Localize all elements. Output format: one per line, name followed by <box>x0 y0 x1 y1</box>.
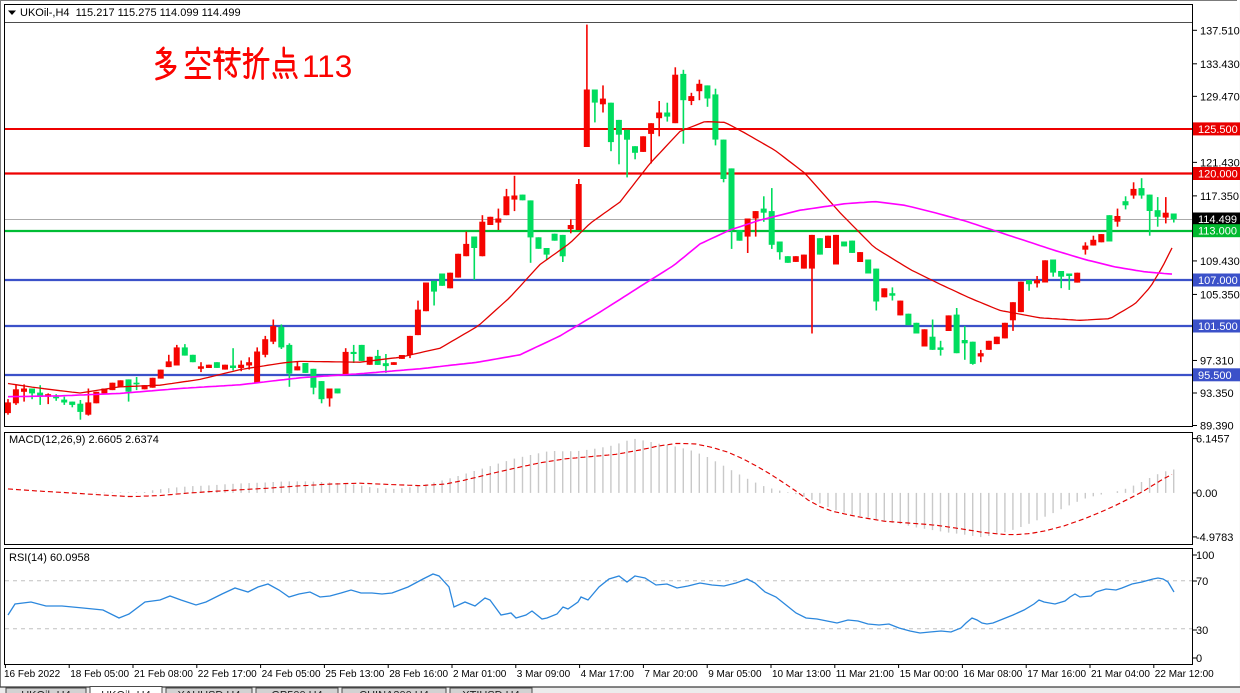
svg-text:25 Feb 13:00: 25 Feb 13:00 <box>325 669 384 680</box>
svg-text:89.390: 89.390 <box>1200 421 1234 433</box>
svg-text:17 Mar 16:00: 17 Mar 16:00 <box>1027 669 1086 680</box>
svg-text:9 Mar 05:00: 9 Mar 05:00 <box>708 669 762 680</box>
svg-text:24 Feb 05:00: 24 Feb 05:00 <box>262 669 321 680</box>
svg-text:137.510: 137.510 <box>1200 25 1240 37</box>
svg-text:RSI(14) 60.0958: RSI(14) 60.0958 <box>9 552 90 564</box>
svg-text:15 Mar 00:00: 15 Mar 00:00 <box>900 669 959 680</box>
svg-text:97.310: 97.310 <box>1200 355 1234 367</box>
svg-text:3 Mar 09:00: 3 Mar 09:00 <box>517 669 571 680</box>
svg-text:133.430: 133.430 <box>1200 59 1240 71</box>
svg-text:6.1457: 6.1457 <box>1196 434 1230 446</box>
svg-text:11 Mar 21:00: 11 Mar 21:00 <box>836 669 895 680</box>
svg-text:113: 113 <box>302 48 352 84</box>
svg-text:120.000: 120.000 <box>1198 169 1238 181</box>
svg-text:UKOil-,H4: UKOil-,H4 <box>21 690 71 693</box>
svg-text:18 Feb 05:00: 18 Feb 05:00 <box>70 669 129 680</box>
svg-text:21 Mar 04:00: 21 Mar 04:00 <box>1091 669 1150 680</box>
svg-text:CHINA300,H4: CHINA300,H4 <box>359 690 429 693</box>
svg-text:101.500: 101.500 <box>1198 321 1238 333</box>
svg-text:114.499: 114.499 <box>1198 214 1237 226</box>
svg-text:113.000: 113.000 <box>1198 226 1237 238</box>
svg-text:-4.9783: -4.9783 <box>1196 532 1233 544</box>
svg-text:16 Mar 08:00: 16 Mar 08:00 <box>963 669 1022 680</box>
svg-text:7 Mar 20:00: 7 Mar 20:00 <box>644 669 698 680</box>
svg-text:93.350: 93.350 <box>1200 388 1234 400</box>
svg-text:22 Mar 12:00: 22 Mar 12:00 <box>1155 669 1214 680</box>
svg-text:10 Mar 13:00: 10 Mar 13:00 <box>772 669 831 680</box>
svg-text:0.00: 0.00 <box>1196 488 1217 500</box>
svg-text:UKOil-,H4: UKOil-,H4 <box>101 690 151 693</box>
svg-text:109.430: 109.430 <box>1200 256 1240 268</box>
svg-text:121.430: 121.430 <box>1200 157 1240 169</box>
svg-text:100: 100 <box>1196 550 1214 562</box>
svg-text:21 Feb 08:00: 21 Feb 08:00 <box>134 669 193 680</box>
svg-text:95.500: 95.500 <box>1198 370 1232 382</box>
svg-text:125.500: 125.500 <box>1198 124 1238 136</box>
svg-text:2 Mar 01:00: 2 Mar 01:00 <box>453 669 507 680</box>
svg-text:107.000: 107.000 <box>1198 275 1238 287</box>
svg-text:16 Feb 2022: 16 Feb 2022 <box>4 669 61 680</box>
svg-text:UKOil-,H4 115.217 115.275 114: UKOil-,H4 115.217 115.275 114.099 114.49… <box>20 7 241 19</box>
svg-text:MACD(12,26,9) 2.6605 2.6374: MACD(12,26,9) 2.6605 2.6374 <box>9 434 159 446</box>
svg-text:28 Feb 16:00: 28 Feb 16:00 <box>389 669 448 680</box>
svg-text:30: 30 <box>1196 625 1208 637</box>
svg-text:0: 0 <box>1196 653 1202 665</box>
svg-text:4 Mar 17:00: 4 Mar 17:00 <box>581 669 635 680</box>
svg-text:GP500,H4: GP500,H4 <box>271 690 322 693</box>
svg-text:XTIUSD,H4: XTIUSD,H4 <box>462 690 519 693</box>
svg-text:105.350: 105.350 <box>1200 289 1240 301</box>
svg-text:117.350: 117.350 <box>1200 191 1239 203</box>
svg-text:70: 70 <box>1196 576 1208 588</box>
svg-text:22 Feb 17:00: 22 Feb 17:00 <box>198 669 257 680</box>
svg-text:129.470: 129.470 <box>1200 91 1240 103</box>
svg-text:XAUUSD,H4: XAUUSD,H4 <box>178 690 241 693</box>
